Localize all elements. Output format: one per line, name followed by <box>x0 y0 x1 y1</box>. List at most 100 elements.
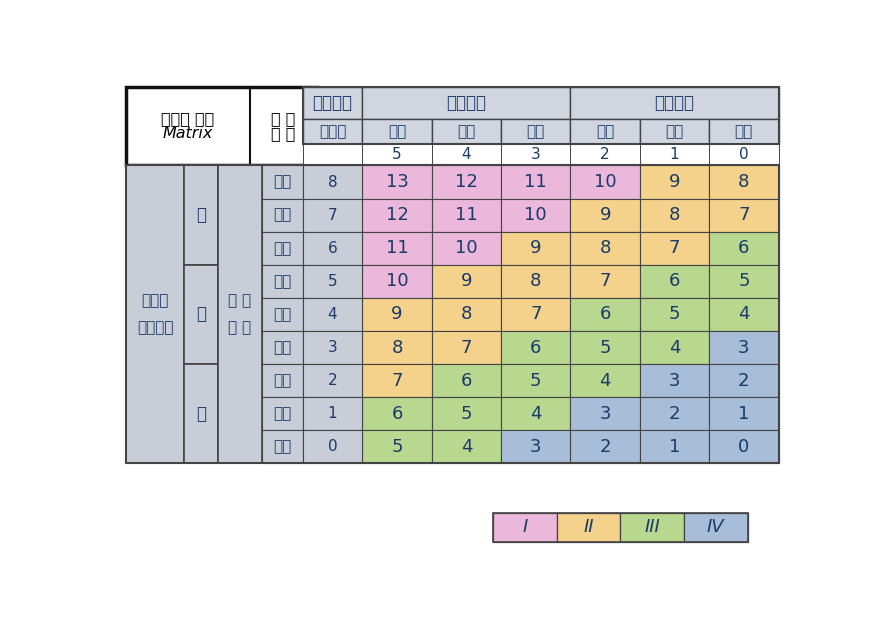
Bar <box>302 398 362 430</box>
Text: 중: 중 <box>196 305 206 323</box>
Text: 12: 12 <box>385 206 408 224</box>
Text: 자연하천: 자연하천 <box>446 94 486 112</box>
Bar <box>640 298 709 331</box>
Bar <box>362 119 431 144</box>
Text: 5: 5 <box>599 338 611 357</box>
Text: 3: 3 <box>599 405 611 423</box>
Text: 1: 1 <box>328 406 338 421</box>
Text: 적극: 적극 <box>273 241 292 256</box>
Text: 3: 3 <box>669 372 681 389</box>
Bar <box>570 331 640 364</box>
Text: 2: 2 <box>328 373 338 388</box>
Text: 개수하천: 개수하천 <box>654 94 695 112</box>
Text: 고: 고 <box>196 206 206 224</box>
Text: 8: 8 <box>392 338 403 357</box>
Bar <box>302 430 362 463</box>
Bar <box>501 398 570 430</box>
Text: 5: 5 <box>392 438 403 456</box>
Bar <box>570 165 640 198</box>
Bar <box>262 165 302 198</box>
Text: 7: 7 <box>738 206 750 224</box>
Bar <box>501 430 570 463</box>
Bar <box>570 119 640 144</box>
Text: 6: 6 <box>530 338 542 357</box>
Bar <box>262 430 302 463</box>
Bar <box>431 331 501 364</box>
Bar <box>362 364 431 398</box>
Text: 없음: 없음 <box>273 175 292 190</box>
Bar <box>262 232 302 265</box>
Bar <box>570 232 640 265</box>
Bar <box>501 232 570 265</box>
Bar <box>709 144 779 165</box>
Bar <box>501 198 570 232</box>
Bar <box>501 265 570 298</box>
Text: 7: 7 <box>669 239 681 257</box>
Bar <box>431 430 501 463</box>
Bar <box>640 232 709 265</box>
Bar <box>431 265 501 298</box>
Bar <box>570 265 640 298</box>
Text: 0: 0 <box>739 147 749 162</box>
Text: 10: 10 <box>385 273 408 290</box>
Text: 5: 5 <box>738 273 750 290</box>
Bar <box>493 512 748 542</box>
Bar <box>709 430 779 463</box>
Bar <box>302 144 362 165</box>
Text: 6: 6 <box>669 273 680 290</box>
Text: 11: 11 <box>524 173 547 191</box>
Text: 4: 4 <box>669 338 681 357</box>
Text: 12: 12 <box>455 173 478 191</box>
Text: 9: 9 <box>461 273 472 290</box>
Bar <box>431 232 501 265</box>
Bar <box>184 265 218 364</box>
Bar <box>570 144 640 165</box>
Bar <box>570 298 640 331</box>
Bar <box>362 298 431 331</box>
Text: 4: 4 <box>530 405 542 423</box>
Text: 3: 3 <box>530 438 542 456</box>
Bar <box>709 298 779 331</box>
Bar <box>302 232 362 265</box>
Text: 적극: 적극 <box>273 340 292 355</box>
Text: 수 문
통 제: 수 문 통 제 <box>228 293 251 335</box>
Bar <box>362 265 431 298</box>
Bar <box>501 165 570 198</box>
Text: 소극: 소극 <box>273 208 292 222</box>
Bar <box>302 119 362 144</box>
Text: 보통: 보통 <box>666 124 683 139</box>
Text: III: III <box>644 518 660 536</box>
Text: 자연성: 자연성 <box>319 124 347 139</box>
Text: 8: 8 <box>599 239 611 257</box>
Text: 하천형태: 하천형태 <box>313 94 353 112</box>
Text: 습 지: 습 지 <box>271 126 295 141</box>
Bar <box>709 165 779 198</box>
Bar <box>262 198 302 232</box>
Text: 10: 10 <box>524 206 547 224</box>
Bar <box>431 119 501 144</box>
Bar <box>570 430 640 463</box>
Bar <box>262 298 302 331</box>
Text: 9: 9 <box>669 173 681 191</box>
Text: 4: 4 <box>738 305 750 323</box>
Text: 1: 1 <box>669 438 680 456</box>
Text: 없음: 없음 <box>273 274 292 289</box>
Bar <box>362 232 431 265</box>
Text: 하 천: 하 천 <box>271 111 295 126</box>
Bar <box>570 198 640 232</box>
Bar <box>640 119 709 144</box>
Bar <box>302 364 362 398</box>
Text: 저: 저 <box>196 405 206 423</box>
Text: 5: 5 <box>461 405 472 423</box>
Text: 7: 7 <box>328 208 338 222</box>
Bar <box>493 512 557 542</box>
Bar <box>362 398 431 430</box>
Text: 서식처 평가: 서식처 평가 <box>162 111 215 126</box>
Text: 8: 8 <box>738 173 750 191</box>
Text: 1: 1 <box>670 147 679 162</box>
Text: 7: 7 <box>530 305 542 323</box>
Text: 6: 6 <box>738 239 750 257</box>
Text: Matrix: Matrix <box>163 126 213 141</box>
Bar <box>431 144 501 165</box>
Text: 4: 4 <box>328 307 338 322</box>
